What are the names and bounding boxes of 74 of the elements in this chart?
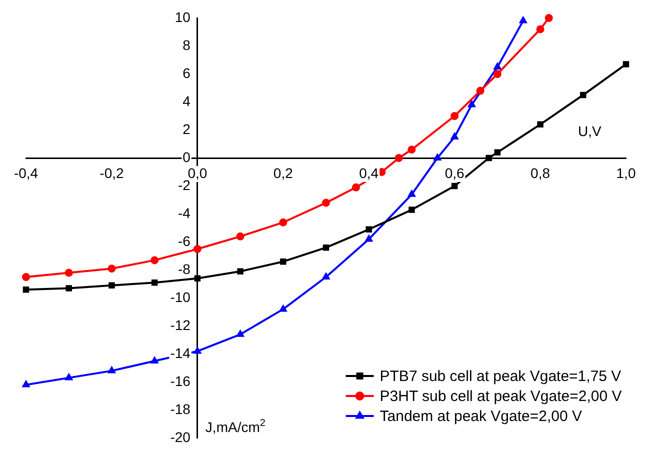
point — [108, 264, 116, 273]
y-tick-label: -8 — [178, 260, 191, 277]
point — [408, 190, 416, 197]
point — [450, 133, 458, 140]
point — [322, 198, 330, 207]
point — [151, 279, 158, 286]
point — [236, 330, 244, 337]
point — [544, 14, 553, 22]
y-tick-label: -20 — [170, 428, 191, 445]
point — [486, 154, 492, 162]
point — [536, 25, 544, 34]
point — [494, 149, 501, 156]
y-tick-label: -16 — [170, 372, 191, 389]
point — [394, 154, 403, 162]
point — [193, 245, 202, 253]
point — [580, 92, 586, 98]
point — [150, 357, 158, 364]
point — [451, 182, 458, 190]
x-tick-label: -0,2 — [100, 164, 124, 181]
point — [450, 112, 459, 120]
point — [194, 347, 202, 354]
point — [108, 366, 116, 374]
point — [22, 380, 30, 388]
point — [237, 268, 244, 275]
legend-label: P3HT sub cell at peak Vgate=2,00 V — [380, 388, 622, 406]
point — [280, 258, 286, 265]
point — [280, 305, 287, 312]
point — [493, 70, 502, 78]
point — [279, 218, 288, 226]
point — [352, 183, 360, 192]
point — [65, 374, 72, 380]
x-tick-label: 0,8 — [530, 164, 550, 181]
x-tick-label: 0,4 — [359, 164, 379, 181]
point — [322, 244, 330, 251]
point — [236, 232, 244, 240]
point — [150, 256, 159, 264]
x-tick-label: 1,0 — [616, 164, 636, 181]
x-tick-label: 0,6 — [444, 164, 465, 181]
y-tick-label: 6 — [182, 64, 191, 81]
legend-label: PTB7 sub cell at peak Vgate=1,75 V — [380, 368, 622, 386]
point — [22, 273, 30, 281]
point — [22, 286, 30, 293]
point — [494, 63, 502, 70]
point — [520, 16, 527, 24]
point — [408, 206, 415, 213]
y-tick-label: -12 — [170, 316, 191, 333]
point — [66, 285, 72, 292]
point — [408, 146, 416, 154]
point — [476, 86, 484, 95]
y-tick-label: 2 — [182, 120, 191, 137]
point — [366, 226, 372, 233]
y-tick-label: -10 — [170, 288, 191, 305]
y-tick-label: -18 — [170, 400, 191, 417]
x-tick-label: -0,4 — [14, 164, 38, 181]
y-tick-label: -4 — [178, 204, 191, 221]
point — [322, 273, 330, 280]
point — [468, 100, 476, 108]
x-tick-label: 0,0 — [188, 164, 208, 181]
point — [434, 154, 442, 160]
y-tick-label: -6 — [178, 232, 191, 249]
point — [64, 268, 73, 277]
point — [365, 235, 372, 242]
y-tick-label: 0 — [182, 148, 191, 165]
y-tick-label: -14 — [170, 344, 191, 361]
y-tick-label: 4 — [182, 92, 191, 109]
y-tick-label: 10 — [174, 8, 191, 25]
y-tick-label: 8 — [182, 36, 191, 53]
x-axis-title: U,V — [578, 123, 602, 139]
point — [194, 275, 201, 282]
point — [108, 282, 115, 289]
point — [622, 61, 630, 68]
legend-label: Tandem at peak Vgate=2,00 V — [380, 408, 582, 426]
x-tick-label: 0,2 — [273, 164, 294, 181]
point — [537, 121, 544, 128]
